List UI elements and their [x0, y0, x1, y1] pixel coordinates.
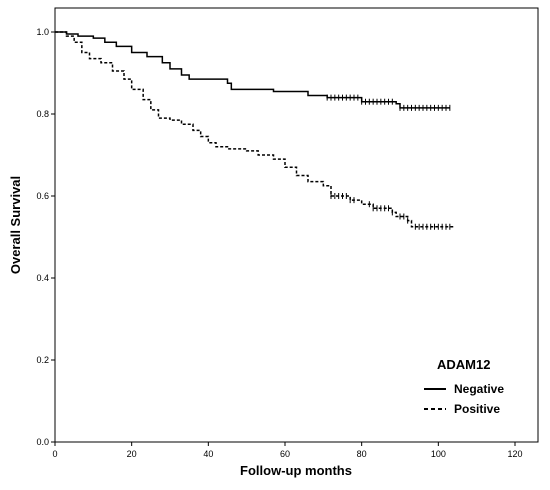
x-tick-label: 40 — [203, 449, 213, 459]
legend-title: ADAM12 — [437, 357, 490, 372]
x-tick-label: 20 — [127, 449, 137, 459]
y-axis: 0.0 0.2 0.4 0.6 0.8 1.0 — [36, 27, 55, 447]
x-axis-title: Follow-up months — [240, 463, 352, 478]
legend-label-positive: Positive — [454, 402, 500, 416]
x-tick-label: 80 — [357, 449, 367, 459]
x-tick-label: 60 — [280, 449, 290, 459]
x-tick-label: 120 — [507, 449, 522, 459]
x-tick-label: 0 — [52, 449, 57, 459]
x-tick-label: 100 — [431, 449, 446, 459]
legend-label-negative: Negative — [454, 382, 504, 396]
y-tick-label: 0.2 — [36, 355, 49, 365]
series-line-negative — [55, 31, 450, 109]
legend: ADAM12 Negative Positive — [424, 357, 504, 416]
y-tick-label: 0.8 — [36, 109, 49, 119]
y-tick-label: 1.0 — [36, 27, 49, 37]
plot-frame — [54, 7, 539, 443]
y-tick-label: 0.0 — [36, 437, 49, 447]
y-tick-label: 0.6 — [36, 191, 49, 201]
series-line-positive — [55, 31, 454, 228]
series-layer — [55, 31, 454, 230]
y-tick-label: 0.4 — [36, 273, 49, 283]
y-axis-title: Overall Survival — [8, 176, 23, 274]
x-axis: 0 20 40 60 80 100 120 — [52, 442, 523, 459]
